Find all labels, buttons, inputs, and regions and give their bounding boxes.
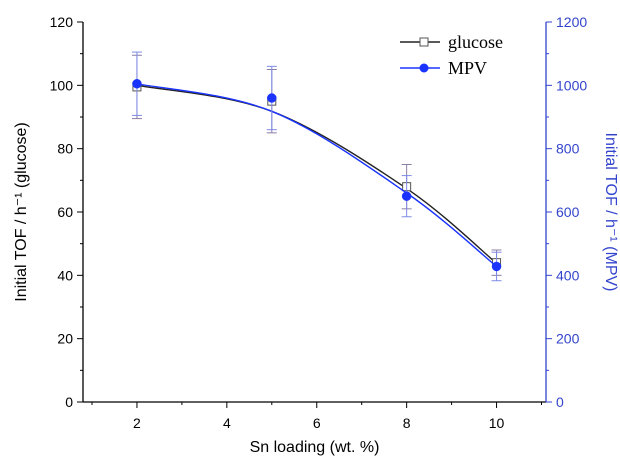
y-right-tick-label: 200 (556, 331, 580, 347)
legend-item-mpv: MPV (400, 58, 487, 78)
x-tick-label: 2 (133, 415, 141, 431)
legend-label: MPV (448, 58, 487, 78)
series-glucose (131, 54, 502, 276)
legend-marker (419, 37, 429, 47)
series-layer (131, 51, 502, 282)
y-right-tick-label: 800 (556, 141, 580, 157)
y-left-tick-label: 60 (57, 204, 73, 220)
data-point-mpv (132, 79, 142, 89)
y-right-tick-label: 400 (556, 267, 580, 283)
x-tick-label: 6 (313, 415, 321, 431)
y-left-tick-label: 120 (50, 14, 74, 30)
legend: glucose MPV (400, 32, 503, 78)
legend-item-glucose: glucose (400, 32, 503, 52)
series-line-glucose (136, 84, 498, 264)
y-left-tick-label: 20 (57, 331, 73, 347)
y-right-tick-label: 0 (556, 394, 564, 410)
legend-label: glucose (448, 32, 503, 52)
y-left-tick-label: 0 (65, 394, 73, 410)
axes-layer: 2 4 6 8 100204060801001200200400600800100012… (13, 14, 619, 456)
y-right-tick-label: 1200 (556, 14, 587, 30)
y-left-axis-label: Initial TOF / h⁻¹ (glucose) (13, 122, 30, 301)
x-axis-label: Sn loading (wt. %) (250, 439, 380, 456)
y-right-tick-label: 600 (556, 204, 580, 220)
y-right-axis-label: Initial TOF / h⁻¹ (MPV) (602, 133, 619, 292)
x-tick-label: 4 (223, 415, 231, 431)
data-point-mpv (401, 191, 412, 201)
x-tick-label: 10 (489, 415, 505, 431)
y-left-tick-label: 80 (57, 141, 73, 157)
y-left-tick-label: 100 (50, 77, 74, 93)
legend-marker (419, 63, 429, 73)
series-mpv (131, 51, 502, 282)
y-left-tick-label: 40 (57, 267, 73, 283)
series-line-mpv (136, 83, 497, 268)
data-point-mpv (491, 261, 502, 272)
data-point-mpv (267, 93, 277, 103)
y-right-tick-label: 1000 (556, 77, 587, 93)
x-tick-label: 8 (403, 415, 411, 431)
